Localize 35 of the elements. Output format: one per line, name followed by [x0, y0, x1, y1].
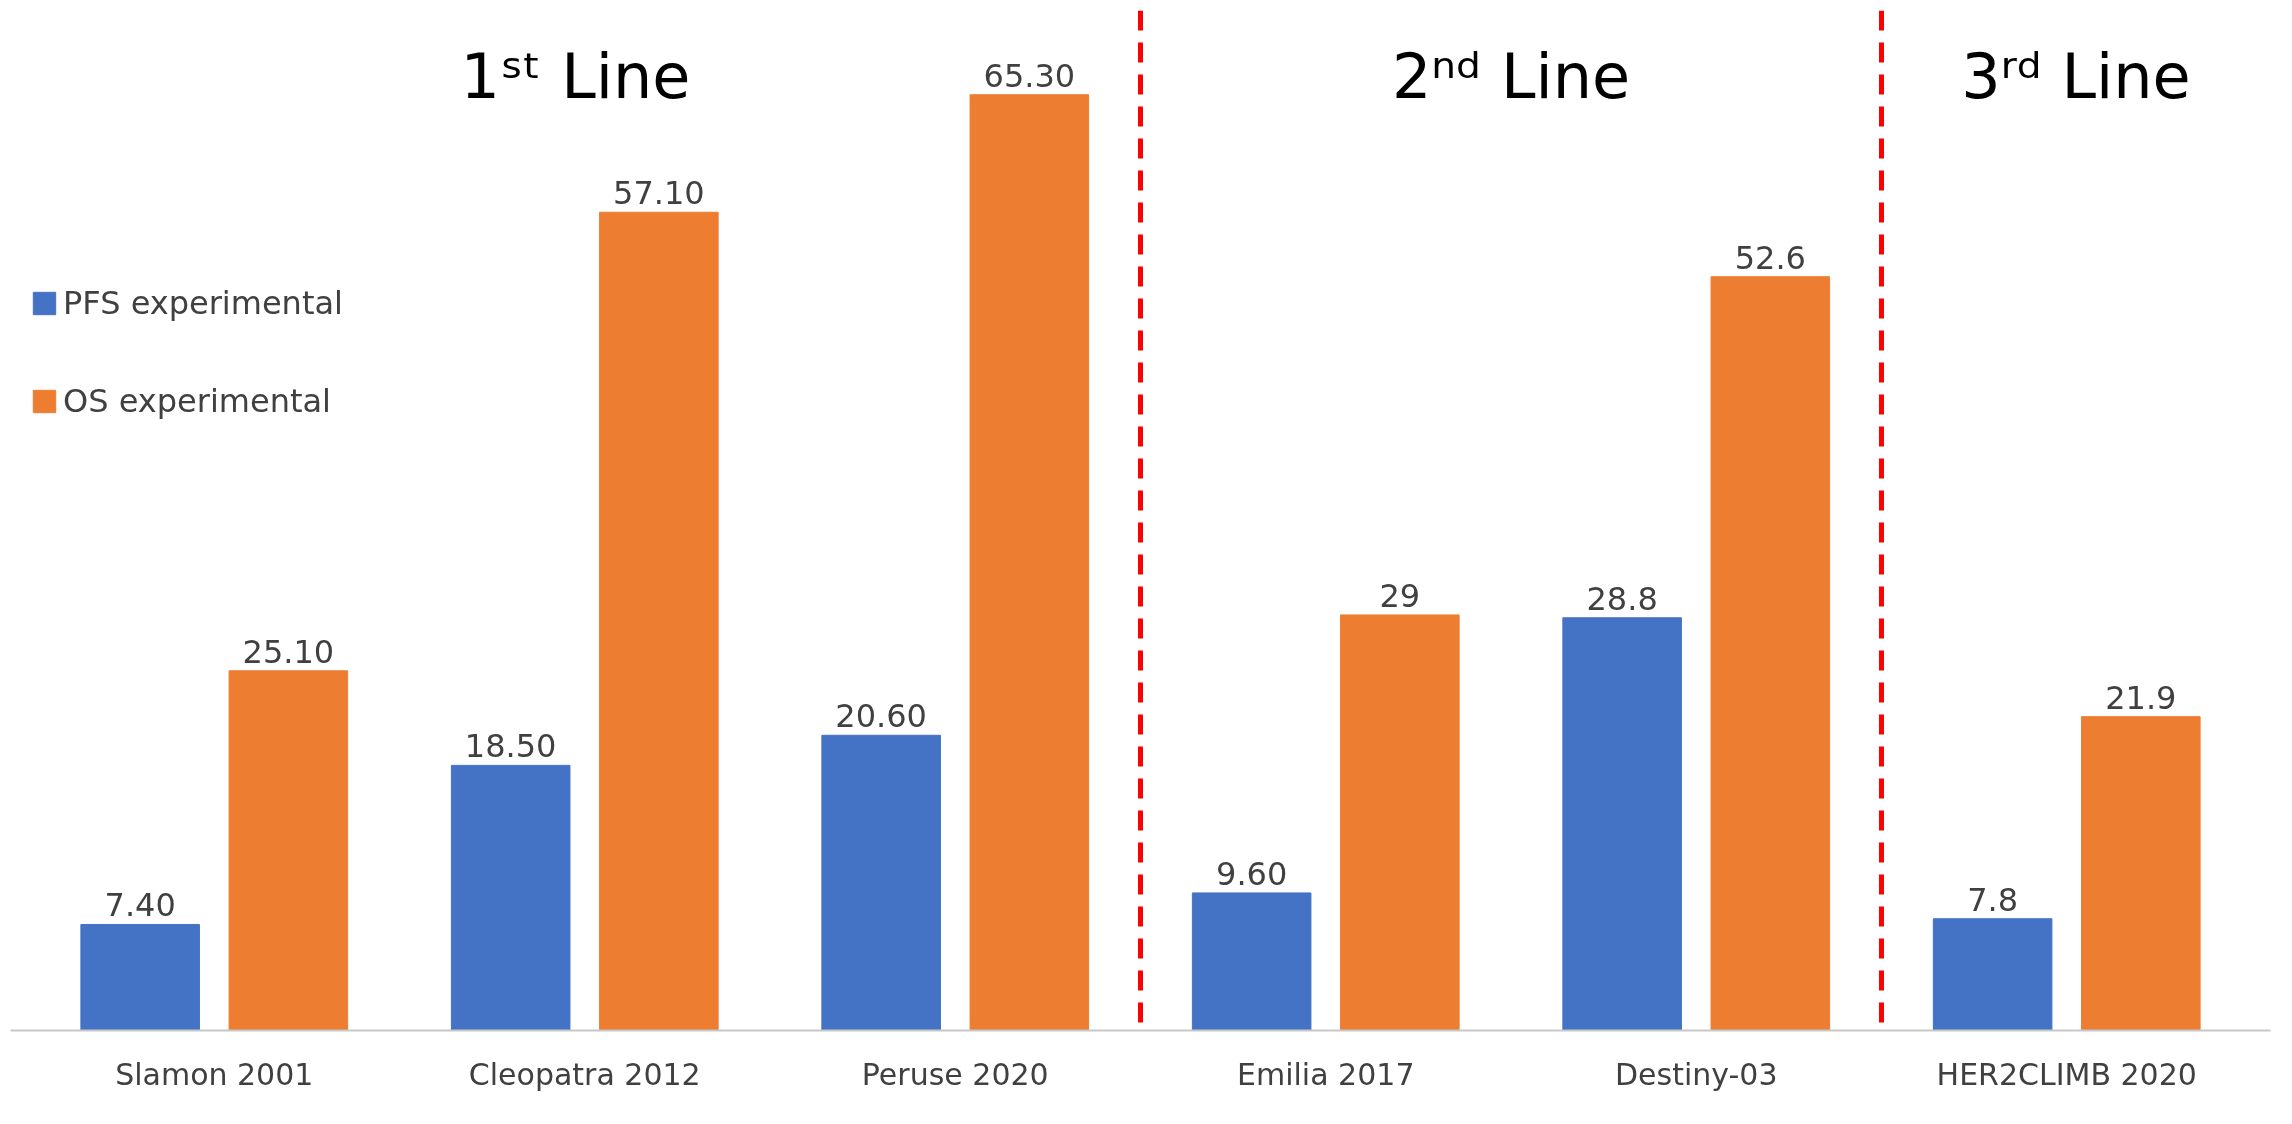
x-tick-label: Destiny-03	[1614, 1056, 1778, 1092]
x-tick-label: Peruse 2020	[861, 1056, 1049, 1092]
data-label: 25.10	[242, 632, 335, 671]
data-label: 7.40	[104, 886, 176, 925]
data-label: 21.9	[2105, 678, 2177, 717]
legend-label: OS experimental	[63, 382, 331, 420]
bar	[1932, 918, 2053, 1031]
legend-label: PFS experimental	[63, 284, 343, 322]
bar	[228, 670, 349, 1031]
bar	[1191, 892, 1312, 1031]
data-label: 65.30	[983, 56, 1076, 95]
bar	[969, 94, 1090, 1031]
x-tick-label: HER2CLIMB 2020	[1936, 1056, 2197, 1092]
bar	[1340, 614, 1460, 1031]
annotation: 2ⁿᵈ Line	[1391, 39, 1631, 113]
bar	[1710, 276, 1831, 1031]
bar	[450, 764, 571, 1031]
data-label: 28.8	[1586, 579, 1658, 618]
data-label: 18.50	[464, 727, 557, 766]
bar	[80, 923, 200, 1031]
data-label: 52.6	[1734, 238, 1806, 277]
data-label: 29	[1379, 576, 1421, 615]
data-label: 7.8	[1967, 880, 2019, 919]
data-label: 57.10	[613, 174, 705, 213]
bar	[2081, 716, 2201, 1031]
data-label: 20.60	[835, 697, 927, 736]
x-tick-label: Cleopatra 2012	[468, 1056, 701, 1092]
bar	[1562, 617, 1682, 1031]
x-tick-label: Emilia 2017	[1237, 1056, 1415, 1092]
annotation: 1ˢᵗ Line	[460, 39, 691, 113]
annotation: 3ʳᵈ Line	[1961, 39, 2191, 113]
data-label: 9.60	[1216, 854, 1288, 893]
x-tick-label: Slamon 2001	[115, 1056, 314, 1092]
bar	[821, 734, 941, 1031]
bar	[599, 211, 719, 1031]
